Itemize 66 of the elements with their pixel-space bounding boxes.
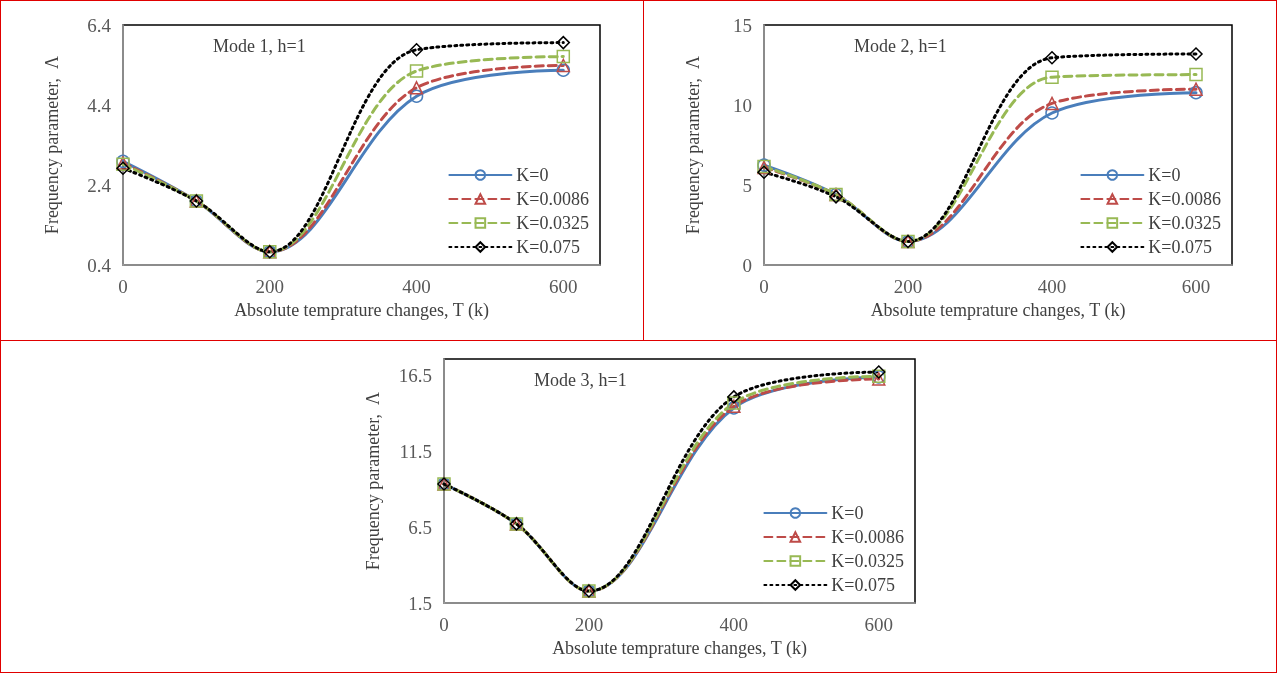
legend-label: K=0 [831, 503, 864, 523]
x-tick-label: 600 [549, 276, 578, 297]
y-tick-label: 2.4 [87, 174, 112, 196]
x-tick-label: 0 [118, 276, 128, 297]
point [116, 161, 130, 175]
point [872, 365, 886, 379]
x-tick-label: 400 [402, 276, 431, 297]
point [1045, 70, 1059, 84]
y-tick-label: 15 [733, 14, 752, 36]
x-tick-label: 200 [574, 614, 604, 635]
x-axis-title: Absolute temprature changes, T (k) [234, 299, 489, 321]
legend-label: K=0.0086 [1148, 189, 1222, 209]
legend-label: K=0.0325 [1148, 213, 1222, 233]
point [727, 396, 741, 410]
legend-label: K=0.075 [516, 237, 581, 257]
x-tick-label: 0 [439, 614, 449, 635]
point [757, 165, 771, 179]
y-tick-label: 5 [742, 174, 752, 196]
y-axis-title: Frequency parameter, Λ [363, 391, 383, 571]
annotation: Mode 2, h=1 [854, 36, 947, 56]
legend-label: K=0 [1148, 165, 1181, 185]
point [1045, 96, 1059, 111]
x-tick-label: 200 [893, 276, 923, 297]
y-tick-label: 16.5 [398, 365, 432, 387]
point [556, 63, 571, 77]
point [1189, 47, 1203, 61]
x-tick-label: 200 [255, 276, 285, 297]
point [1045, 106, 1059, 120]
x-tick-label: 0 [759, 276, 769, 297]
legend-label: K=0.0086 [831, 527, 905, 547]
y-axis-title: Frequency parameter, Λ [683, 55, 703, 235]
legend-label: K=0.0325 [516, 213, 590, 233]
y-tick-label: 11.5 [399, 440, 432, 462]
point [1189, 67, 1203, 82]
point [409, 64, 424, 78]
x-tick-label: 600 [864, 614, 894, 635]
point [409, 43, 424, 57]
x-axis-title: Absolute temprature changes, T (k) [870, 299, 1126, 321]
y-tick-label: 0 [742, 254, 752, 276]
point [409, 89, 424, 103]
y-tick-label: 6.5 [408, 516, 432, 538]
y-axis-title: Frequency parameter, Λ [42, 55, 62, 235]
point [556, 58, 571, 73]
point [556, 35, 571, 50]
point [727, 390, 741, 404]
y-tick-label: 10 [733, 94, 752, 116]
point [556, 49, 571, 64]
point [1189, 82, 1203, 96]
legend-label: K=0.0325 [831, 551, 905, 571]
point [409, 81, 424, 95]
x-axis-title: Absolute temprature changes, T (k) [552, 637, 807, 659]
y-tick-label: 6.4 [87, 14, 112, 36]
annotation: Mode 3, h=1 [534, 370, 627, 390]
legend-label: K=0.0086 [516, 189, 590, 209]
y-tick-label: 1.5 [408, 592, 432, 614]
legend-label: K=0.075 [831, 575, 896, 595]
annotation: Mode 1, h=1 [213, 36, 306, 56]
y-tick-label: 0.4 [87, 254, 112, 276]
x-tick-label: 400 [719, 614, 749, 635]
x-tick-label: 600 [1181, 276, 1211, 297]
y-tick-label: 4.4 [87, 94, 112, 116]
point [1045, 51, 1059, 65]
point [1189, 85, 1203, 100]
legend-label: K=0 [516, 165, 549, 185]
legend-label: K=0.075 [1148, 237, 1213, 257]
x-tick-label: 400 [1037, 276, 1067, 297]
